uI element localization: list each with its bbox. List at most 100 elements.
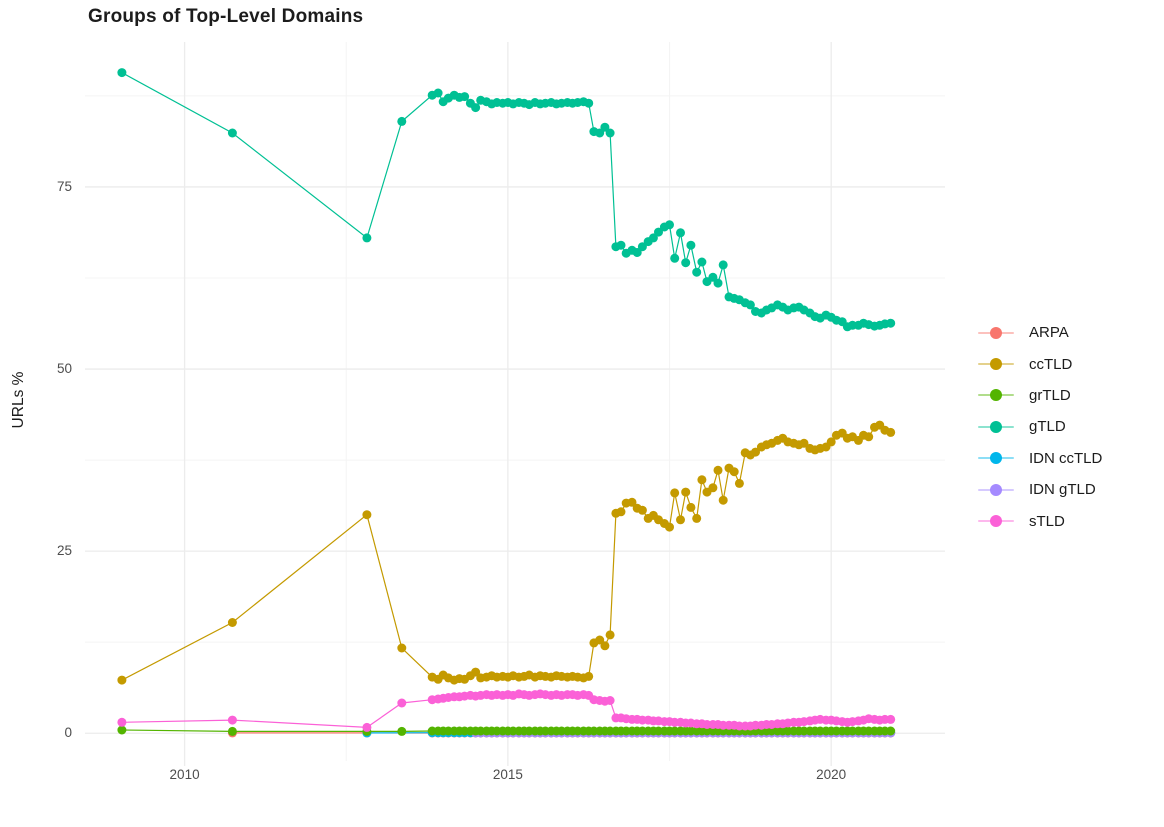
legend-key-dot xyxy=(990,420,1002,433)
legend-key-icon xyxy=(978,420,1014,434)
data-point xyxy=(864,432,874,442)
legend-key-icon xyxy=(978,326,1014,340)
data-point xyxy=(227,726,237,736)
legend-key-icon xyxy=(978,451,1014,465)
legend-item-cctld: ccTLD xyxy=(978,348,1102,379)
legend-key-icon xyxy=(978,388,1014,402)
data-point xyxy=(708,483,718,493)
legend-item-grtld: grTLD xyxy=(978,380,1102,411)
data-point xyxy=(670,253,680,263)
data-point xyxy=(584,671,594,681)
data-point xyxy=(745,300,755,310)
data-point xyxy=(471,103,481,113)
data-point xyxy=(227,128,237,138)
data-point xyxy=(697,257,707,267)
legend-label: sTLD xyxy=(1029,512,1065,530)
data-point xyxy=(826,437,836,447)
data-point xyxy=(692,267,702,277)
data-point xyxy=(692,513,702,523)
data-point xyxy=(686,502,696,512)
y-tick-label: 0 xyxy=(64,725,72,741)
legend-item-idn-gtld: IDN gTLD xyxy=(978,474,1102,505)
x-tick-label: 2020 xyxy=(816,767,847,782)
data-point xyxy=(886,714,896,724)
data-point xyxy=(471,667,481,677)
data-point xyxy=(708,272,718,282)
data-point xyxy=(686,240,696,250)
series-cctld xyxy=(117,420,896,685)
data-point xyxy=(397,698,407,708)
y-tick-label: 75 xyxy=(56,178,72,194)
data-point xyxy=(600,122,610,132)
legend-label: gTLD xyxy=(1029,418,1066,436)
series-stld xyxy=(117,689,896,732)
data-point xyxy=(648,233,658,243)
y-axis-title: URLs % xyxy=(10,371,27,429)
data-point xyxy=(397,726,407,736)
data-point xyxy=(117,725,127,735)
data-point xyxy=(616,240,626,250)
data-point xyxy=(734,478,744,488)
data-point xyxy=(605,630,615,640)
data-point xyxy=(886,318,896,328)
data-point xyxy=(637,505,647,515)
data-point xyxy=(886,726,896,736)
legend-key-dot xyxy=(990,483,1002,496)
legend-label: ARPA xyxy=(1029,324,1069,342)
data-point xyxy=(227,715,237,725)
legend-item-idn-cctld: IDN ccTLD xyxy=(978,443,1102,474)
data-point xyxy=(713,278,723,288)
chart-title: Groups of Top-Level Domains xyxy=(88,6,364,27)
legend-item-arpa: ARPA xyxy=(978,317,1102,348)
data-point xyxy=(584,98,594,108)
legend-key-dot xyxy=(990,389,1002,402)
data-point xyxy=(751,447,760,457)
data-point xyxy=(665,220,674,230)
legend-key-icon xyxy=(978,514,1014,528)
data-point xyxy=(605,696,615,705)
y-tick-label: 50 xyxy=(56,361,72,377)
data-point xyxy=(713,465,723,475)
data-point xyxy=(460,92,470,102)
data-point xyxy=(397,116,407,126)
data-point xyxy=(632,248,642,257)
legend-key-icon xyxy=(978,483,1014,497)
data-point xyxy=(595,128,605,138)
x-tick-label: 2010 xyxy=(169,767,200,782)
legend-label: IDN ccTLD xyxy=(1029,449,1103,467)
y-tick-label: 25 xyxy=(56,543,72,559)
data-point xyxy=(117,68,127,78)
legend-key-dot xyxy=(990,358,1002,371)
data-point xyxy=(676,515,685,525)
x-tick-label: 2015 xyxy=(492,767,523,782)
data-point xyxy=(117,675,127,685)
series-gtld xyxy=(117,68,896,332)
data-point xyxy=(616,507,626,517)
legend-item-stld: sTLD xyxy=(978,505,1102,536)
legend-label: ccTLD xyxy=(1029,355,1073,373)
data-point xyxy=(718,260,728,270)
data-point xyxy=(681,487,691,497)
data-point xyxy=(362,722,372,732)
legend-key-dot xyxy=(990,452,1002,465)
data-point xyxy=(676,228,685,238)
legend-key-dot xyxy=(990,326,1002,339)
data-point xyxy=(595,635,605,645)
data-point xyxy=(637,242,647,252)
legend-key-icon xyxy=(978,357,1014,371)
data-point xyxy=(886,427,896,437)
data-point xyxy=(729,467,739,477)
legend-label: IDN gTLD xyxy=(1029,481,1096,499)
data-point xyxy=(670,488,680,498)
data-point xyxy=(605,128,615,138)
legend-label: grTLD xyxy=(1029,386,1071,404)
legend-item-gtld: gTLD xyxy=(978,411,1102,442)
legend-key-dot xyxy=(990,515,1002,528)
data-point xyxy=(799,438,809,448)
data-point xyxy=(681,258,691,268)
data-point xyxy=(433,88,443,98)
data-point xyxy=(665,522,674,532)
data-point xyxy=(117,717,127,727)
